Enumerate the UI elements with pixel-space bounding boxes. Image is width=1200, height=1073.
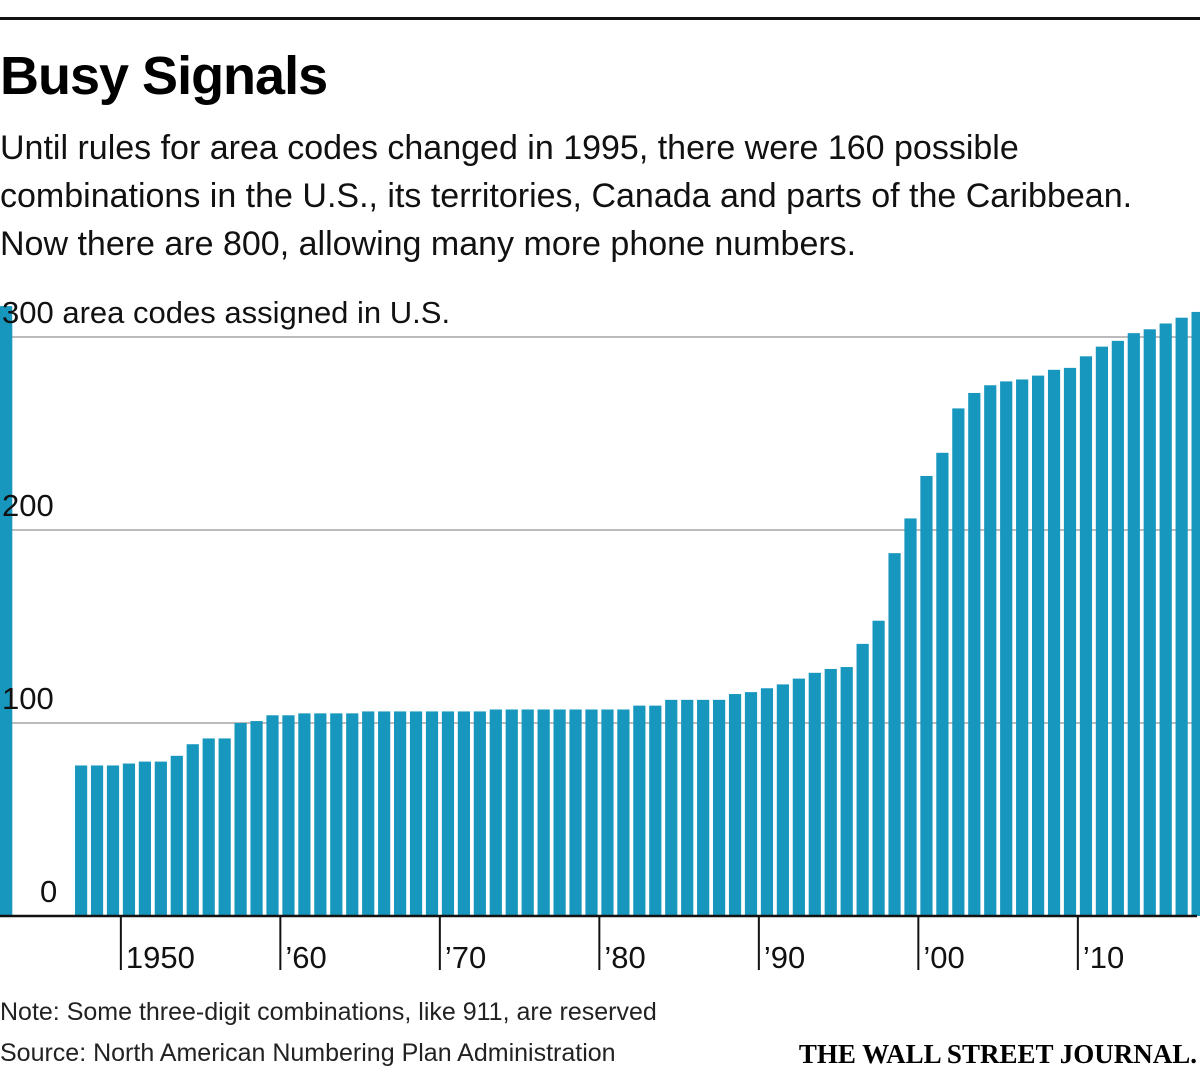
bar-1954 [186,744,199,916]
bar-2014 [1143,329,1156,916]
y-tick-label-200: 200 [2,488,54,523]
bar-1966 [378,711,391,916]
bar-2011 [1095,346,1108,916]
bar-1997 [872,620,885,916]
bar-1961 [298,713,311,916]
bar-2005 [1000,381,1013,916]
bar-2013 [1127,333,1140,916]
bar-2009 [1063,367,1077,916]
bar-1963 [330,713,343,916]
bar-1999 [904,518,917,916]
bar-2015 [1159,323,1172,916]
bar-1951 [138,761,151,916]
bar-1983 [649,705,662,916]
bar-2017 [1191,311,1200,916]
bar-1953 [170,755,183,916]
bar-2007 [1032,375,1045,917]
x-tick-label-1950: 1950 [126,940,195,975]
bar-1986 [697,699,710,916]
bar-1964 [346,713,359,916]
x-tick-label-1960: ’60 [285,940,326,975]
tick-labels: 0 100 200 300 area codes assigned in U.S. 19… [2,295,1124,975]
bar-2001 [936,452,949,916]
bar-2012 [1111,340,1124,916]
bar-1984 [665,699,678,916]
bar-2000 [920,475,933,916]
bar-1998 [888,553,901,916]
bar-1962 [314,713,327,916]
bar-1957 [234,723,247,916]
bar-2010 [1079,356,1093,916]
bar-1973 [489,709,502,916]
bar-1958 [250,721,263,916]
bar-2002 [952,408,965,916]
bar-1976 [537,709,550,916]
y-tick-label-300: 300 area codes assigned in U.S. [2,295,450,330]
bar-1967 [394,711,407,916]
bar-1982 [633,705,646,916]
bar-undefined [0,323,13,916]
y-tick-label-0: 0 [40,874,57,909]
bar-1988 [728,694,742,916]
bar-2016 [1175,317,1188,916]
bar-1992 [792,678,805,916]
bar-1987 [713,699,726,916]
bar-1971 [457,711,470,916]
bar-1977 [553,709,566,916]
chart-title: Busy Signals [0,46,328,106]
source-text: Source: North American Numbering Plan Ad… [0,1039,616,1067]
bar-1993 [808,672,821,916]
bar-1960 [282,715,295,916]
bar-1968 [409,711,423,916]
bar-1994 [824,668,837,916]
top-rule [0,17,1200,20]
bar-1978 [569,709,582,916]
bar-chart: 0 100 200 300 area codes assigned in U.S. 19… [0,295,1200,975]
x-tick-label-1980: ’80 [604,940,645,975]
bar-1947 [75,765,88,916]
note-text: Note: Some three-digit combinations, lik… [0,998,657,1026]
bar-1990 [760,688,774,916]
bar-1985 [681,699,694,916]
bar-2004 [984,385,997,916]
bar-1950 [122,763,136,916]
bar-2006 [1016,379,1029,917]
bar-1980 [601,709,614,916]
bar-1952 [154,761,167,916]
bar-1989 [744,692,758,916]
bar-1970 [441,711,455,916]
bar-1981 [617,709,630,916]
bar-1995 [840,667,853,916]
gridlines [0,336,1197,724]
x-tick-label-1970: ’70 [445,940,486,975]
chart-subtitle: Until rules for area codes changed in 19… [0,129,1133,263]
bar-1956 [218,738,231,916]
x-tick-label-2000: ’00 [923,940,964,975]
bar-2003 [968,392,981,917]
bar-1965 [362,711,375,916]
bar-1975 [521,709,534,916]
bar-1949 [106,765,120,916]
bar-1955 [202,738,215,916]
bar-2008 [1047,369,1061,916]
bar-1996 [856,643,869,916]
x-tick-label-1990: ’90 [764,940,805,975]
bar-1991 [776,684,789,916]
bar-1948 [90,765,104,916]
bar-1974 [505,709,518,916]
y-tick-label-100: 100 [2,681,54,716]
bar-1959 [266,715,279,916]
bar-1979 [585,709,598,916]
bar-1972 [473,711,486,916]
bar-1969 [425,711,439,916]
wsj-logo: THE WALL STREET JOURNAL. [798,1039,1197,1069]
bars [0,306,1200,917]
axes [0,914,1197,970]
x-tick-label-2010: ’10 [1083,940,1124,975]
